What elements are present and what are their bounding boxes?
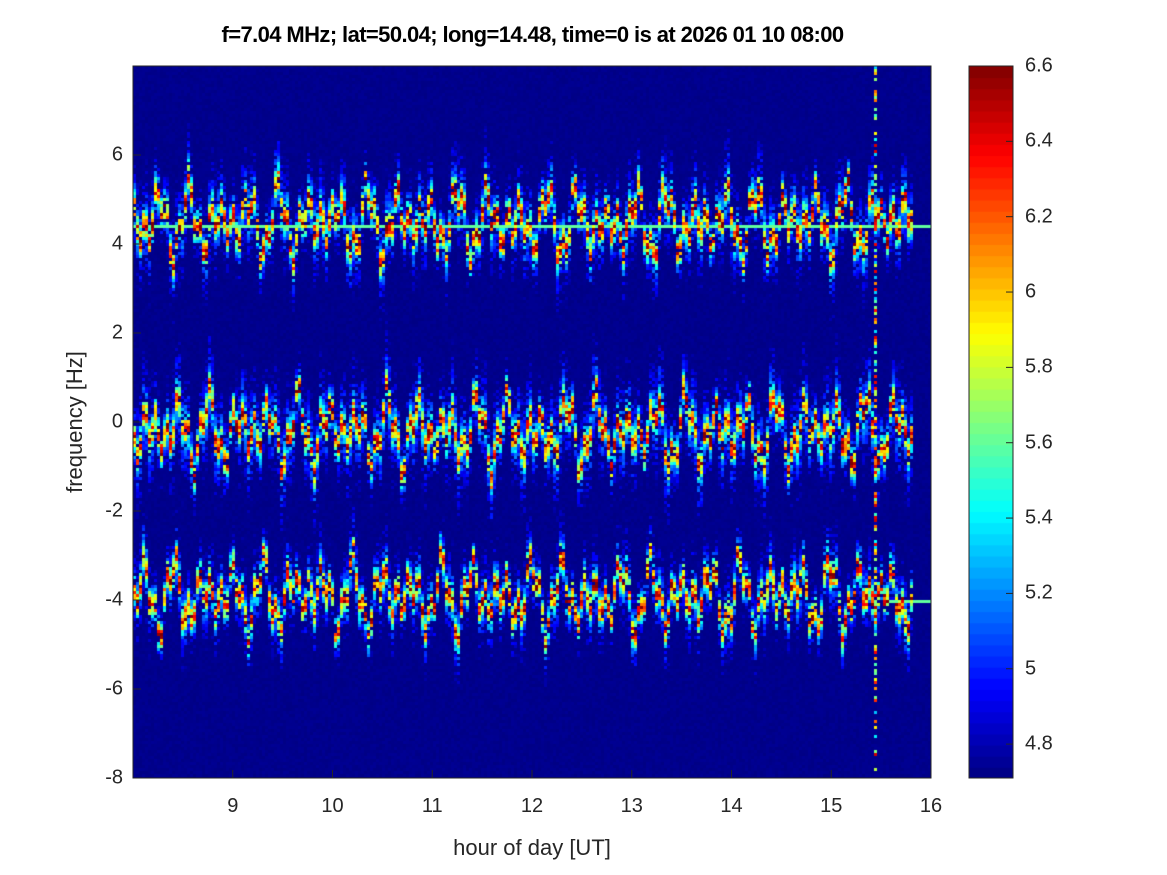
y-tick-label: 6 — [111, 143, 123, 166]
x-tick-label: 15 — [820, 795, 843, 817]
chart-title: f=7.04 MHz; lat=50.04; long=14.48, time=… — [221, 22, 845, 47]
x-tick-label: 13 — [620, 795, 643, 817]
y-tick-label: -4 — [105, 588, 123, 611]
y-tick-label: 2 — [111, 321, 123, 344]
x-axis-label: hour of day [UT] — [453, 835, 611, 860]
x-tick-label: 9 — [227, 795, 239, 817]
colorbar-tick-label: 6 — [1025, 280, 1037, 303]
colorbar-tick-label: 5.4 — [1025, 506, 1053, 529]
x-tick-label: 14 — [720, 795, 743, 817]
colorbar-tick-label: 5.2 — [1025, 581, 1053, 604]
y-tick-label: -6 — [105, 677, 123, 700]
spectrogram-heatmap — [133, 66, 931, 778]
colorbar-box — [968, 65, 1014, 779]
y-tick-label: -8 — [105, 766, 123, 789]
colorbar-tick-label: 4.8 — [1025, 732, 1053, 755]
y-tick-label: 4 — [111, 232, 123, 255]
y-tick-label: 0 — [111, 410, 123, 433]
colorbar-tick-label: 5 — [1025, 657, 1037, 680]
x-tick-label: 11 — [421, 795, 443, 817]
colorbar-tick-label: 5.8 — [1025, 355, 1053, 378]
colorbar-tick-label: 6.6 — [1025, 54, 1053, 77]
x-tick-label: 16 — [919, 795, 943, 817]
y-axis-label: frequency [Hz] — [62, 351, 87, 493]
colorbar-tick-label: 6.2 — [1025, 205, 1053, 228]
x-tick-label: 10 — [321, 795, 344, 817]
colorbar-tick-label: 5.6 — [1025, 431, 1053, 454]
x-tick-label: 12 — [520, 795, 544, 817]
y-tick-label: -2 — [105, 499, 123, 522]
colorbar — [969, 66, 1013, 778]
plot-box — [132, 65, 932, 779]
colorbar-tick-label: 6.4 — [1025, 129, 1053, 152]
